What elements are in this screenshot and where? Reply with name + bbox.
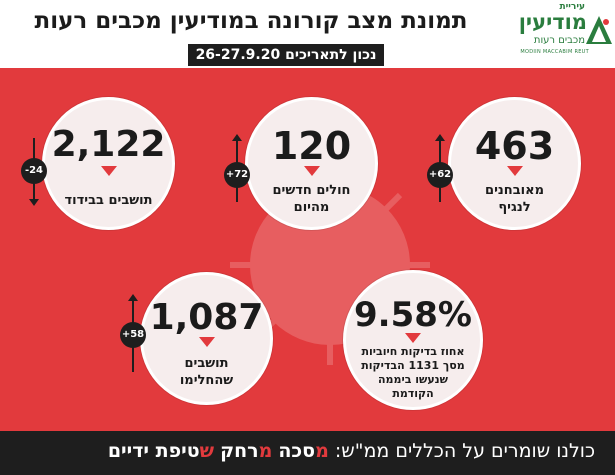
footer-handwash-initial: ש [199, 440, 215, 462]
change-badge: +58 [120, 322, 146, 348]
stat-value: 1,087 [149, 297, 264, 338]
stat-label-line2: לנגיף [498, 200, 531, 215]
header: תמונת מצב קורונה במודיעין מכבים רעות נכו… [0, 0, 615, 68]
stat-diagnosed: 463 מאובחנים לנגיף [448, 97, 581, 230]
stat-value: 2,122 [51, 124, 166, 165]
footer-distance-initial: מ [258, 440, 273, 462]
stat-label-line4: הקודמת [392, 387, 434, 400]
triangle-marker-icon [506, 166, 523, 176]
stat-new-patients: 120 חולים חדשים מהיום [245, 97, 378, 230]
logo-english-text: MODIIN MACCABIM REUT [520, 49, 589, 55]
stat-label-line2: מהיום [293, 200, 330, 215]
triangle-marker-icon [198, 337, 215, 347]
stat-isolation: 2,122 תושבים בבידוד [42, 97, 175, 230]
footer-prefix: כולנו שומרים על הכללים ממ"ש: [334, 440, 595, 462]
stat-value: 120 [271, 124, 352, 168]
triangle-marker-icon [405, 333, 421, 343]
logo-mark-icon [586, 16, 612, 44]
stat-label-line1: מאובחנים [485, 183, 544, 198]
change-badge: +62 [427, 162, 453, 188]
stat-value: 463 [474, 124, 555, 168]
triangle-marker-icon [100, 166, 117, 176]
stat-label-line1: אחוז בדיקות חיוביות [361, 345, 465, 358]
footer-distance-rest: רחק [220, 440, 259, 462]
date-badge: נכון לתאריכים 26-27.9.20 [188, 44, 384, 66]
stat-label-line2: שהחלימו [179, 373, 234, 388]
stat-value: 9.58% [354, 295, 472, 335]
page-title: תמונת מצב קורונה במודיעין מכבים רעות [34, 8, 468, 34]
footer-mask-rest: סכה [278, 440, 316, 462]
city-logo: עיריית מודיעין מכבים רעות MODIIN MACCABI… [514, 0, 615, 64]
footer-mask-initial: מ [315, 440, 329, 462]
triangle-marker-icon [303, 166, 320, 176]
stat-label-line3: שנעשו ביממה [377, 373, 449, 386]
footer-handwash-rest: טיפת ידיים [107, 440, 200, 462]
change-badge: -24 [21, 158, 47, 184]
stat-label-line1: חולים חדשים [272, 183, 351, 198]
stat-positive-rate: 9.58% אחוז בדיקות חיוביות מסך 1131 הבדיק… [343, 270, 483, 410]
logo-main-text: מודיעין [518, 10, 587, 34]
footer-slogan: כולנו שומרים על הכללים ממ"ש: מסכה מרחק ש… [108, 440, 595, 462]
logo-sub-text: מכבים רעות [533, 35, 585, 46]
logo-small-text: עיריית [559, 2, 585, 12]
footer-banner: כולנו שומרים על הכללים ממ"ש: מסכה מרחק ש… [0, 431, 615, 475]
stat-label-line2: מסך 1131 הבדיקות [361, 359, 465, 372]
stat-label-line1: תושבים [184, 356, 229, 371]
change-badge: +72 [224, 162, 250, 188]
stat-label-line1: תושבים בבידוד [64, 193, 153, 208]
stat-recovered: 1,087 תושבים שהחלימו [140, 272, 273, 405]
